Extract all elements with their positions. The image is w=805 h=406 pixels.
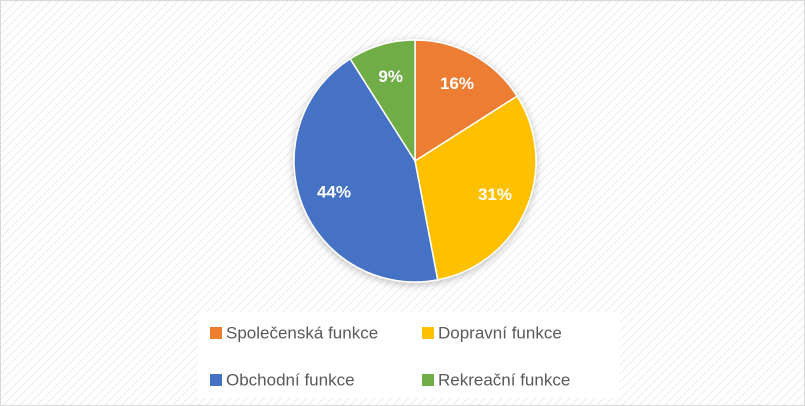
data-label: 16% (440, 74, 474, 93)
legend-label: Společenská funkce (226, 323, 378, 342)
data-label: 9% (378, 67, 403, 86)
legend-swatch (422, 374, 434, 386)
legend-box (198, 312, 620, 398)
legend-swatch (210, 374, 222, 386)
legend-label: Obchodní funkce (226, 370, 355, 389)
legend-swatch (210, 327, 222, 339)
legend-label: Rekreační funkce (438, 370, 570, 389)
legend-swatch (422, 327, 434, 339)
pie-slice (414, 95, 537, 281)
pie-slice (414, 39, 519, 163)
data-label: 44% (317, 183, 351, 202)
legend-label: Dopravní funkce (438, 323, 562, 342)
pie (293, 39, 537, 283)
data-label: 31% (478, 185, 512, 204)
pie-slice (349, 39, 416, 164)
pie-slice (293, 57, 439, 283)
